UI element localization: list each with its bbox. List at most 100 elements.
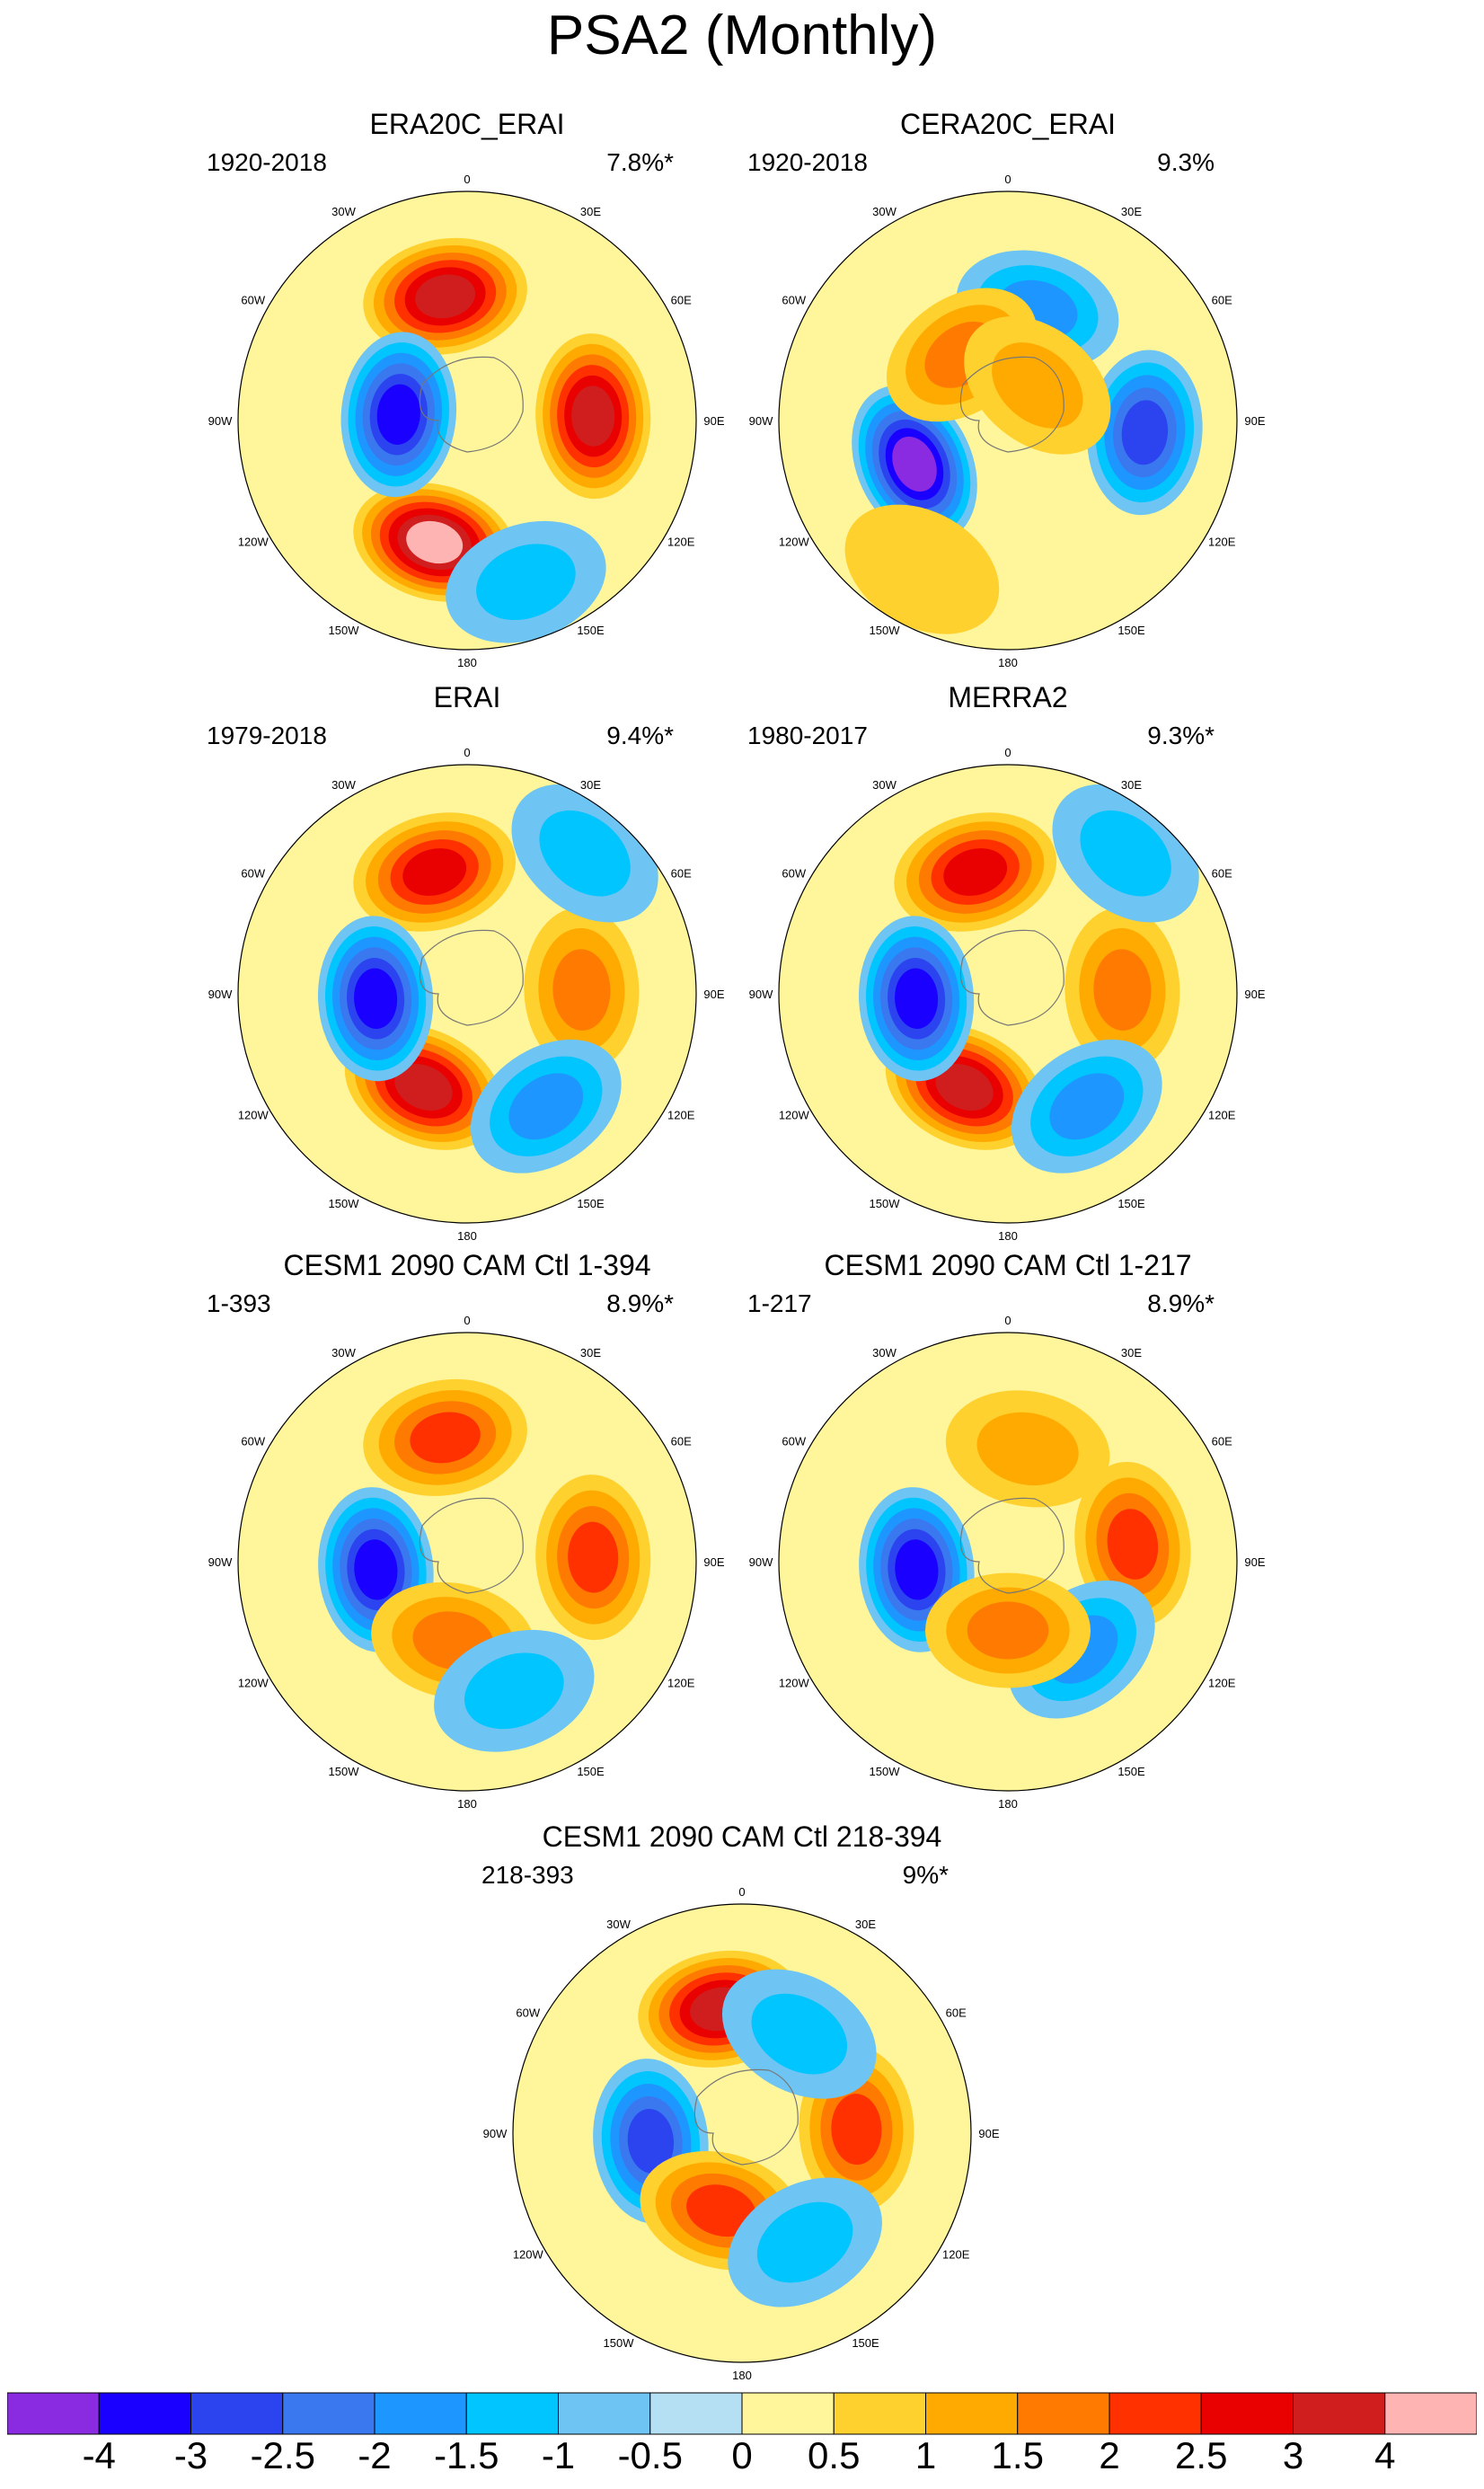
colorbar-tick-label: 3 — [1282, 2434, 1304, 2476]
lon-label: 120E — [667, 1677, 695, 1690]
panel-variance: 9%* — [902, 1861, 949, 1889]
antarctica-coastline — [419, 356, 524, 453]
lon-label: 120W — [779, 1109, 810, 1122]
lon-label: 180 — [457, 656, 477, 669]
lon-label: 30E — [1121, 778, 1142, 792]
lon-label: 60E — [946, 2006, 967, 2020]
panel-erai: ERAI 1979-2018 9.4%* 0 30E 60E 90E 120E 150E 1… — [198, 679, 737, 1254]
panel-title: CESM1 2090 CAM Ctl 1-394 — [283, 1249, 651, 1281]
lon-label: 0 — [1004, 746, 1011, 759]
lon-label: 120W — [779, 1677, 810, 1690]
polar-map: 0 30E 60E 90E 120E 150E 180 150W 120W 90W 60W 30W — [749, 173, 1266, 669]
lon-label: 120W — [238, 1677, 269, 1690]
panel-cesm1-218-394: CESM1 2090 CAM Ctl 218-394 218-393 9%* 0… — [473, 1819, 1011, 2394]
colorbar-swatch — [374, 2392, 467, 2435]
panel-title: ERAI — [433, 681, 501, 713]
lon-label: 180 — [457, 1229, 477, 1243]
contour-level-2-5 — [895, 1539, 939, 1600]
map-border — [237, 1332, 697, 1792]
colorbar-swatch — [741, 2392, 835, 2435]
contour-level-2-5 — [935, 1064, 994, 1111]
lon-label: 90W — [749, 1555, 773, 1569]
panel-period: 1920-2018 — [747, 148, 868, 176]
lon-label: 120W — [779, 536, 810, 549]
lon-label: 150E — [1117, 624, 1145, 637]
lon-label: 120W — [513, 2248, 544, 2262]
contour-level-1-2 — [552, 949, 611, 1031]
lon-label: 60W — [516, 2006, 540, 2020]
lon-label: 150W — [870, 624, 901, 637]
lon-label: 30E — [580, 778, 601, 792]
lon-label: 180 — [998, 656, 1018, 669]
lon-label: 30W — [606, 1918, 631, 1931]
panel-variance: 7.8%* — [606, 148, 674, 176]
colorbar-tick-label: 2.5 — [1175, 2434, 1228, 2476]
colorbar-tick-label: 4 — [1374, 2434, 1396, 2476]
panel-period: 1979-2018 — [207, 722, 327, 749]
contour-level-5-1 — [539, 810, 631, 897]
map-border — [778, 1332, 1238, 1792]
colorbar-tick-label: -4 — [82, 2434, 116, 2476]
contour-level-5-1 — [1080, 810, 1171, 897]
antarctica-coastline — [959, 1497, 1064, 1594]
colorbar-tick-label: 0.5 — [808, 2434, 861, 2476]
contour-level-2-6 — [892, 436, 937, 492]
lon-label: 180 — [732, 2369, 752, 2382]
lon-label: 0 — [464, 746, 470, 759]
lon-label: 60E — [671, 294, 692, 307]
colorbar-swatch — [7, 2392, 100, 2435]
lon-label: 120E — [1208, 1109, 1236, 1122]
lon-label: 120E — [667, 536, 695, 549]
contour-level-0-4 — [402, 848, 467, 896]
lon-label: 60W — [782, 867, 806, 881]
colorbar-swatch — [98, 2392, 191, 2435]
lon-label: 0 — [1004, 173, 1011, 186]
lon-label: 90E — [1244, 988, 1265, 1001]
contour-level-4-2 — [508, 1073, 584, 1140]
antarctica-coastline — [693, 2068, 799, 2166]
contour-level-1-3 — [831, 2094, 882, 2166]
colorbar-tick-label: 2 — [1099, 2434, 1120, 2476]
panel-period: 218-393 — [481, 1861, 574, 1889]
colorbar-swatch — [1200, 2392, 1294, 2435]
lon-label: 180 — [998, 1797, 1018, 1811]
colorbar-swatch — [1384, 2392, 1477, 2435]
lon-label: 60E — [671, 1435, 692, 1448]
lon-label: 30E — [855, 1918, 876, 1931]
lon-label: 90E — [703, 988, 724, 1001]
colorbar-tick-label: 0 — [731, 2434, 753, 2476]
lon-label: 90E — [1244, 1555, 1265, 1569]
map-border — [237, 764, 697, 1224]
panel-title: ERA20C_ERAI — [369, 108, 565, 140]
map-border — [778, 190, 1238, 651]
contour-level-1-3 — [1107, 1509, 1159, 1580]
colorbar-tick-label: 1 — [914, 2434, 937, 2476]
lon-label: 60E — [671, 867, 692, 881]
lon-label: 180 — [998, 1229, 1018, 1243]
panel-period: 1980-2017 — [747, 722, 868, 749]
lon-label: 150E — [577, 1197, 605, 1210]
panel-variance: 9.3%* — [1147, 722, 1215, 749]
colorbar-swatch — [1017, 2392, 1110, 2435]
lon-label: 90E — [978, 2127, 999, 2140]
polar-map: 0 30E 60E 90E 120E 150E 180 150W 120W 90W 60W 30W — [749, 1314, 1266, 1811]
lon-label: 60W — [241, 867, 265, 881]
colorbar-swatch — [465, 2392, 559, 2435]
contour-level-4-2 — [967, 1601, 1049, 1660]
map-border — [778, 764, 1238, 1224]
lon-label: 150W — [870, 1197, 901, 1210]
contour-level-3-3 — [686, 2184, 756, 2237]
contour-level-3-5 — [376, 384, 420, 445]
lon-label: 90W — [208, 988, 233, 1001]
colorbar-swatch — [558, 2392, 651, 2435]
contour-level-4-1 — [756, 2201, 853, 2283]
colorbar-swatch — [282, 2392, 375, 2435]
panel-era20c-erai: ERA20C_ERAI 1920-2018 7.8%* 0 30E 60E 90E 12… — [198, 106, 737, 681]
polar-map: 0 30E 60E 90E 120E 150E 180 150W 120W 90W 60W 30W — [208, 1314, 725, 1811]
panel-variance: 9.4%* — [606, 722, 674, 749]
antarctica-coastline — [959, 356, 1064, 453]
polar-map: 0 30E 60E 90E 120E 150E 180 150W 120W 90W 60W 30W — [749, 746, 1266, 1243]
contour-level-0-1 — [976, 1412, 1079, 1486]
contour-level-1-4 — [1121, 400, 1169, 465]
contour-level-0-3 — [410, 1412, 481, 1464]
